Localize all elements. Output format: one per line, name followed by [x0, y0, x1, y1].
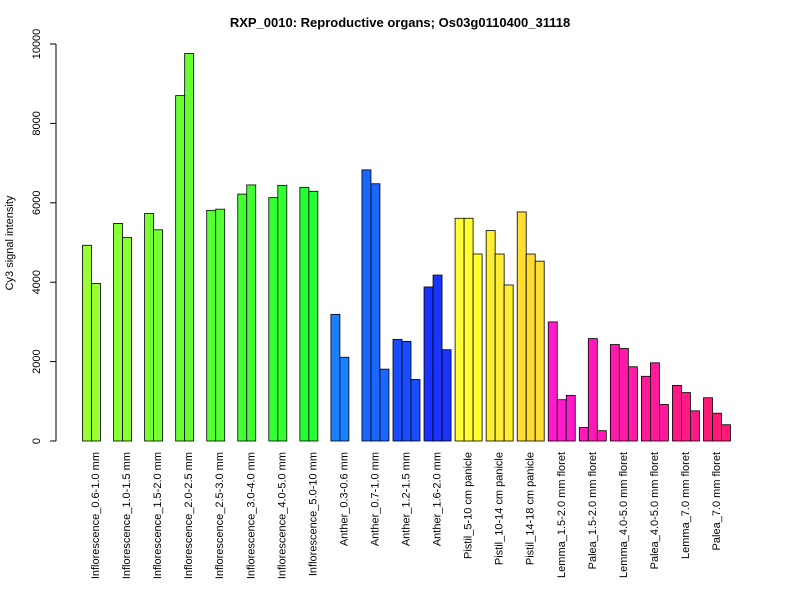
bar: [423, 286, 434, 442]
bar: [153, 229, 164, 442]
bar: [82, 244, 92, 442]
bar: [641, 375, 651, 442]
bar: [144, 213, 155, 442]
x-category-label: Lemma_1.5-2.0 mm floret: [556, 452, 568, 578]
bar: [672, 385, 682, 442]
bar: [308, 190, 319, 442]
bar: [703, 397, 713, 442]
bar: [578, 427, 589, 442]
x-category-label: Anther_1.6-2.0 mm: [432, 452, 444, 546]
bar: [650, 362, 660, 442]
y-tick-label: 4000: [31, 270, 43, 294]
y-axis-label: Cy3 signal intensity: [4, 195, 16, 290]
x-category-label: Inflorescence_3.0-4.0 mm: [245, 452, 257, 579]
x-category-label: Inflorescence_5.0-10 mm: [307, 452, 319, 576]
bar: [432, 274, 443, 442]
x-category-label: Pistil_14-18 cm panicle: [525, 452, 537, 565]
x-category-label: Lemma_7.0 mm floret: [680, 452, 692, 559]
bar: [712, 412, 722, 442]
x-category-label: Anther_1.2-1.5 mm: [401, 452, 413, 546]
x-category-label: Palea_4.0-5.0 mm floret: [649, 452, 661, 569]
bar: [659, 404, 669, 442]
bar: [627, 366, 638, 442]
bars: [82, 53, 731, 442]
bar: [587, 338, 598, 442]
x-category-label: Palea_7.0 mm floret: [711, 452, 723, 550]
bar: [246, 184, 257, 442]
bar: [556, 399, 567, 442]
bar: [565, 394, 576, 442]
bar: [472, 253, 483, 442]
bar: [463, 217, 474, 442]
bar: [547, 321, 558, 442]
x-category-label: Inflorescence_2.5-3.0 mm: [214, 452, 226, 579]
bar: [494, 253, 505, 442]
y-tick-label: 2000: [31, 349, 43, 373]
bar: [618, 348, 629, 442]
bar: [596, 430, 607, 442]
bar: [516, 211, 527, 442]
bar: [370, 183, 381, 442]
bar: [410, 379, 421, 442]
bar: [690, 410, 700, 442]
bar: [113, 223, 123, 442]
bar: [122, 236, 132, 442]
bar: [299, 186, 310, 442]
bar: [206, 209, 217, 442]
bar: [184, 53, 195, 442]
bar: [401, 340, 412, 442]
bar: [392, 338, 403, 442]
bar: [485, 230, 496, 442]
y-axis: 0 2000 4000 6000 8000 10000: [31, 29, 57, 444]
bar: [379, 368, 390, 442]
x-category-label: Lemma_4.0-5.0 mm floret: [618, 452, 630, 578]
bar: [361, 169, 372, 442]
bar: [339, 356, 350, 442]
x-category-label: Inflorescence_2.0-2.5 mm: [183, 452, 195, 579]
x-axis-labels: Inflorescence_0.6-1.0 mm Inflorescence_1.…: [90, 452, 723, 579]
bar: [330, 313, 341, 442]
bar: [681, 392, 691, 442]
chart-title: RXP_0010: Reproductive organs; Os03g0110…: [230, 15, 570, 30]
bar: [91, 282, 101, 442]
y-tick-label: 10000: [31, 29, 43, 60]
y-tick-label: 6000: [31, 191, 43, 215]
x-category-label: Inflorescence_1.0-1.5 mm: [121, 452, 133, 579]
bar: [721, 424, 731, 442]
x-category-label: Anther_0.7-1.0 mm: [369, 452, 381, 546]
bar: [441, 349, 452, 442]
x-category-label: Inflorescence_1.5-2.0 mm: [152, 452, 164, 579]
bar: [268, 197, 279, 442]
x-category-label: Anther_0.3-0.6 mm: [338, 452, 350, 546]
x-category-label: Pistil_10-14 cm panicle: [494, 452, 506, 565]
x-category-label: Inflorescence_0.6-1.0 mm: [90, 452, 102, 579]
y-tick-label: 0: [31, 438, 43, 444]
bar: [277, 184, 288, 442]
x-category-label: Pistil_5-10 cm panicle: [463, 452, 475, 559]
bar: [454, 217, 465, 442]
y-tick-label: 8000: [31, 111, 43, 135]
bar: [503, 284, 514, 442]
bar: [609, 344, 620, 442]
bar: [534, 260, 545, 442]
x-category-label: Inflorescence_4.0-5.0 mm: [276, 452, 288, 579]
bar: [215, 208, 226, 442]
x-category-label: Palea_1.5-2.0 mm floret: [587, 452, 599, 569]
bar: [237, 193, 248, 442]
bar: [525, 253, 536, 442]
bar: [175, 95, 186, 442]
